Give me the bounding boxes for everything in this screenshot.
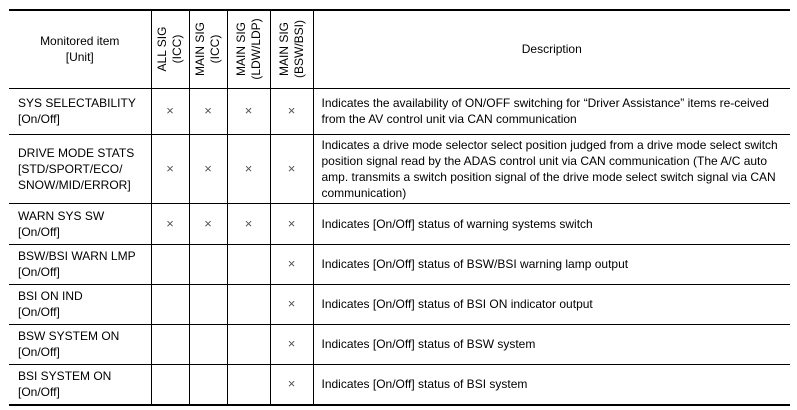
header-main-sig-ldw-ldp: MAIN SIG (LDW/LDP) [226, 10, 270, 89]
monitor-item-table: Monitored item [Unit] ALL SIG (ICC) MAIN S… [9, 9, 790, 406]
applicable-mark: × [226, 203, 270, 245]
applicable-mark: × [269, 244, 313, 285]
applicable-mark [150, 364, 189, 406]
applicable-mark [188, 244, 227, 285]
monitored-item: BSI SYSTEM ON [On/Off] [9, 364, 151, 406]
applicable-mark: × [269, 324, 313, 365]
header-unit-label: [Unit] [65, 50, 94, 65]
applicable-mark: × [188, 88, 227, 135]
header-main-sig-icc: MAIN SIG (ICC) [188, 10, 227, 89]
applicable-mark: × [150, 88, 189, 135]
header-description: Description [312, 10, 790, 89]
applicable-mark [226, 284, 270, 325]
table-row: BSW/BSI WARN LMP [On/Off] × Indicates [On/… [9, 244, 790, 285]
applicable-mark: × [188, 134, 227, 204]
applicable-mark: × [226, 134, 270, 204]
applicable-mark: × [150, 134, 189, 204]
table-row: DRIVE MODE STATS [STD/SPORT/ECO/ SNOW/MI… [9, 134, 790, 204]
applicable-mark: × [269, 284, 313, 325]
applicable-mark: × [269, 88, 313, 135]
applicable-mark [150, 324, 189, 365]
monitored-item: WARN SYS SW [On/Off] [9, 203, 151, 245]
table-row: BSW SYSTEM ON [On/Off] × Indicates [On/Off… [9, 324, 790, 365]
table-row: BSI SYSTEM ON [On/Off] × Indicates [On/Off… [9, 364, 790, 406]
applicable-mark [188, 364, 227, 406]
table-row: WARN SYS SW [On/Off] × × × × Indicates [On/Of… [9, 203, 790, 245]
item-description: Indicates the availability of ON/OFF swi… [312, 88, 790, 135]
applicable-mark [226, 244, 270, 285]
applicable-mark [226, 324, 270, 365]
applicable-mark: × [226, 88, 270, 135]
item-description: Indicates [On/Off] status of BSW/BSI war… [312, 244, 790, 285]
applicable-mark [150, 244, 189, 285]
table-row: SYS SELECTABILITY [On/Off] × × × × Indicates … [9, 88, 790, 135]
applicable-mark: × [150, 203, 189, 245]
header-all-sig-icc: ALL SIG (ICC) [150, 10, 189, 89]
monitored-item: BSW SYSTEM ON [On/Off] [9, 324, 151, 365]
item-description: Indicates [On/Off] status of warning sys… [312, 203, 790, 245]
applicable-mark [188, 324, 227, 365]
monitored-item: DRIVE MODE STATS [STD/SPORT/ECO/ SNOW/MI… [9, 134, 151, 204]
applicable-mark [226, 364, 270, 406]
applicable-mark: × [188, 203, 227, 245]
monitored-item: BSW/BSI WARN LMP [On/Off] [9, 244, 151, 285]
applicable-mark: × [269, 203, 313, 245]
applicable-mark: × [269, 134, 313, 204]
monitored-item: BSI ON IND [On/Off] [9, 284, 151, 325]
item-description: Indicates [On/Off] status of BSI ON indi… [312, 284, 790, 325]
applicable-mark [150, 284, 189, 325]
monitored-item: SYS SELECTABILITY [On/Off] [9, 88, 151, 135]
header-item-label: Monitored item [40, 34, 120, 49]
applicable-mark [188, 284, 227, 325]
applicable-mark: × [269, 364, 313, 406]
table-row: BSI ON IND [On/Off] × Indicates [On/Off] s… [9, 284, 790, 325]
header-monitored-item: Monitored item [Unit] [9, 10, 151, 89]
header-main-sig-bsw-bsi: MAIN SIG (BSW/BSI) [269, 10, 313, 89]
item-description: Indicates [On/Off] status of BSI system [312, 364, 790, 406]
header-row: Monitored item [Unit] ALL SIG (ICC) MAIN S… [9, 10, 790, 89]
item-description: Indicates [On/Off] status of BSW system [312, 324, 790, 365]
item-description: Indicates a drive mode selector select p… [312, 134, 790, 204]
